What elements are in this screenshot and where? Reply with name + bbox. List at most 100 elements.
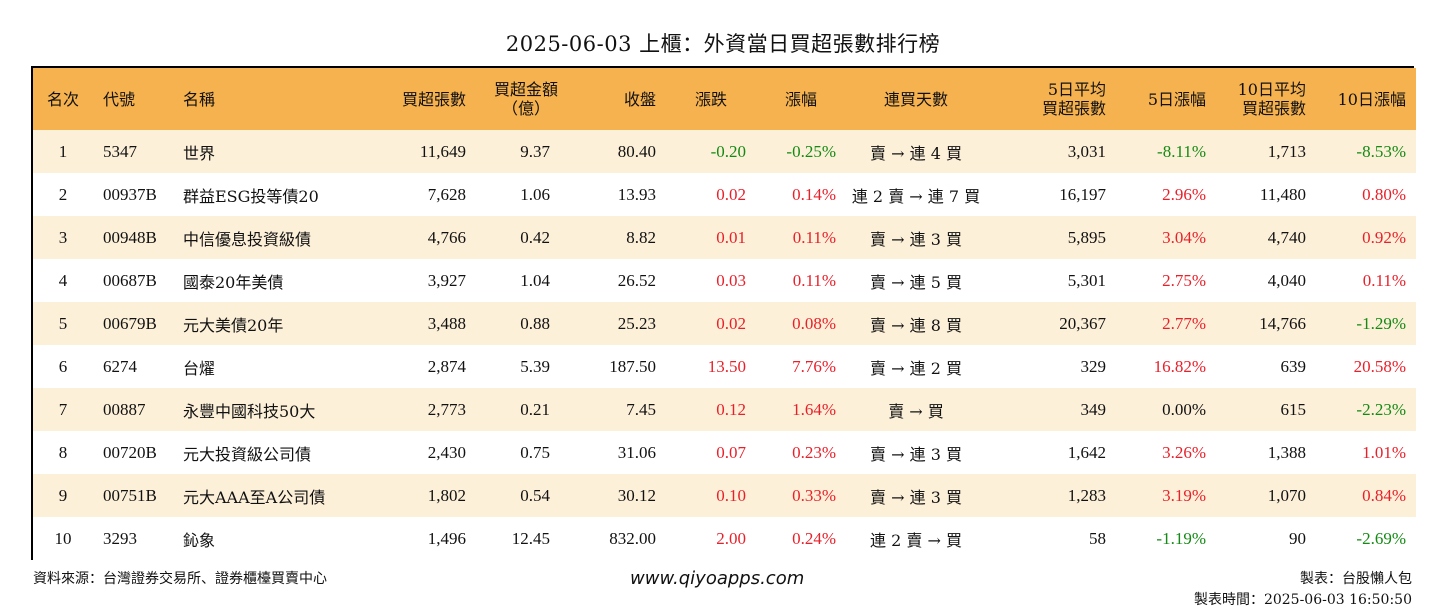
column-header-line1: 10日平均 [1237,80,1306,99]
cell-pct5: 2.96% [1162,184,1206,204]
column-header: 5日平均 買超張數 [986,68,1116,130]
table-row[interactable]: 2 00937B 群益ESG投等債20 7,628 1.06 13.93 0.02 0.14%… [33,173,1416,216]
table-row[interactable]: 7 00887 永豐中國科技50大 2,773 0.21 7.45 0.12 1.64% 賣 →… [33,388,1416,431]
cell-name: 元大美債20年 [183,315,284,335]
data-source: 資料來源：台灣證券交易所、證券櫃檯買賣中心 [33,571,327,587]
column-header-line2: 買超張數 [1041,99,1106,118]
table-row[interactable]: 1 5347 世界 11,649 9.37 80.40 -0.20 -0.25% 賣 → 連 4… [33,130,1416,173]
cell-net-buy: 7,628 [427,184,466,204]
cell-close: 31.06 [617,442,656,462]
cell-pct5: 3.19% [1162,485,1206,505]
cell-streak: 賣 → 連 8 買 [870,315,962,335]
table-row[interactable]: 10 3293 鈊象 1,496 12.45 832.00 2.00 0.24% 連 2 賣 →… [33,517,1416,560]
cell-pct: 0.33% [792,485,836,505]
cell-change: 2.00 [716,528,746,548]
cell-avg10: 615 [1280,399,1307,419]
column-header-line1: 5日平均 [1047,80,1106,99]
cell-name: 永豐中國科技50大 [183,401,316,421]
cell-avg5: 329 [1080,356,1107,376]
cell-avg5: 1,642 [1067,442,1106,462]
column-header-line1: 買超張數 [401,89,466,109]
cell-avg10: 4,040 [1267,270,1306,290]
table-row[interactable]: 5 00679B 元大美債20年 3,488 0.88 25.23 0.02 0.08% 賣 →… [33,302,1416,345]
cell-avg10: 14,766 [1259,313,1306,333]
cell-net-buy: 2,773 [427,399,466,419]
cell-change: 0.10 [716,485,746,505]
cell-name: 中信優息投資級債 [183,229,312,249]
cell-pct: 0.08% [792,313,836,333]
cell-pct5: 3.26% [1162,442,1206,462]
table-header-row: 名次 代號 名稱 買超張數 買超金額 （億） 收盤 漲跌 漲幅 連買天數 5日平均 買超張數 5日漲幅 1… [33,68,1416,130]
cell-pct10: 20.58% [1353,356,1406,376]
cell-code: 00720B [103,442,157,462]
cell-rank: 1 [58,141,68,161]
cell-rank: 10 [54,528,72,548]
cell-amount: 0.75 [520,442,550,462]
cell-streak: 賣 → 買 [888,401,944,421]
cell-pct5: 0.00% [1162,399,1206,419]
cell-pct5: 2.77% [1162,313,1206,333]
cell-pct: 0.24% [792,528,836,548]
cell-avg10: 11,480 [1259,184,1306,204]
cell-avg10: 90 [1289,528,1306,548]
cell-net-buy: 3,927 [427,270,466,290]
table-row[interactable]: 8 00720B 元大投資級公司債 2,430 0.75 31.06 0.07 0.23% 賣 … [33,431,1416,474]
cell-streak: 賣 → 連 3 買 [870,444,962,464]
cell-pct: -0.25% [786,141,836,161]
cell-name: 元大AAA至A公司債 [183,487,326,507]
table-row[interactable]: 4 00687B 國泰20年美債 3,927 1.04 26.52 0.03 0.11% 賣 →… [33,259,1416,302]
cell-amount: 0.21 [520,399,550,419]
cell-avg10: 639 [1280,356,1307,376]
cell-rank: 5 [58,313,68,333]
site-url[interactable]: www.qiyoapps.com [630,568,805,589]
cell-close: 187.50 [609,356,656,376]
column-header: 名稱 [173,68,373,130]
cell-pct10: 0.80% [1362,184,1406,204]
column-header: 代號 [93,68,173,130]
cell-close: 30.12 [617,485,656,505]
cell-net-buy: 1,802 [427,485,466,505]
cell-name: 國泰20年美債 [183,272,284,292]
cell-pct: 0.11% [792,270,836,290]
table-row[interactable]: 9 00751B 元大AAA至A公司債 1,802 0.54 30.12 0.10 0.33%… [33,474,1416,517]
cell-avg5: 1,283 [1067,485,1106,505]
cell-avg10: 4,740 [1267,227,1306,247]
table-row[interactable]: 6 6274 台燿 2,874 5.39 187.50 13.50 7.76% 賣 → 連 2 … [33,345,1416,388]
cell-amount: 1.04 [520,270,550,290]
column-header-line1: 買超金額 [493,80,558,99]
cell-pct5: -8.11% [1157,141,1206,161]
cell-close: 80.40 [617,141,656,161]
cell-avg10: 1,713 [1267,141,1306,161]
cell-code: 00687B [103,270,157,290]
cell-rank: 9 [58,485,68,505]
cell-name: 台燿 [183,358,216,378]
column-header-line1: 收盤 [623,89,656,109]
column-header-line1: 名次 [46,89,79,109]
cell-change: 13.50 [707,356,746,376]
column-header-line1: 連買天數 [883,89,948,109]
cell-streak: 賣 → 連 5 買 [870,272,962,292]
cell-net-buy: 2,874 [427,356,466,376]
cell-pct10: 0.92% [1362,227,1406,247]
cell-streak: 賣 → 連 3 買 [870,229,962,249]
cell-avg5: 5,895 [1067,227,1106,247]
cell-streak: 賣 → 連 2 買 [870,358,962,378]
cell-name: 元大投資級公司債 [183,444,312,464]
cell-code: 00679B [103,313,157,333]
cell-pct5: 2.75% [1162,270,1206,290]
column-header: 收盤 [576,68,666,130]
cell-avg5: 5,301 [1067,270,1106,290]
cell-pct5: 3.04% [1162,227,1206,247]
cell-name: 群益ESG投等債20 [183,186,319,206]
cell-change: -0.20 [710,141,746,161]
cell-avg10: 1,388 [1267,442,1306,462]
column-header: 漲幅 [756,68,846,130]
generated-time: 製表時間：2025-06-03 16:50:50 [1193,592,1412,608]
cell-avg5: 16,197 [1059,184,1106,204]
cell-amount: 1.06 [520,184,550,204]
cell-streak: 連 2 賣 → 買 [870,530,962,550]
table-row[interactable]: 3 00948B 中信優息投資級債 4,766 0.42 8.82 0.01 0.11% 賣 →… [33,216,1416,259]
column-header-line1: 10日漲幅 [1337,89,1406,109]
cell-code: 6274 [103,356,137,376]
cell-change: 0.07 [716,442,746,462]
